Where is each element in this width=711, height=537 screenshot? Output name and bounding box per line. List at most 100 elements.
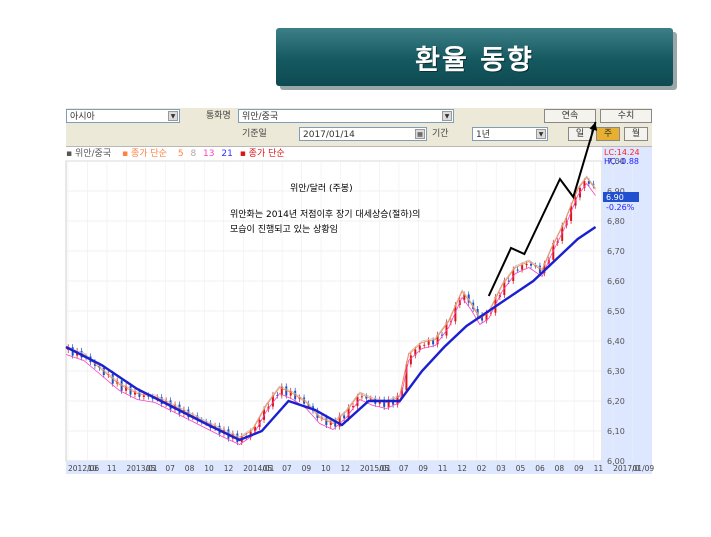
candle-body (360, 396, 363, 398)
candle-body (369, 398, 372, 400)
period-select[interactable]: 1년 ▼ (472, 127, 548, 141)
candle-body (263, 409, 266, 420)
candle-body (525, 263, 528, 266)
candle-body (485, 312, 488, 321)
x-tick-label: 08 (185, 464, 195, 473)
candle-body (352, 406, 355, 408)
region-value: 아시아 (70, 112, 95, 122)
x-tick-label: 07 (399, 464, 409, 473)
candle-body (507, 280, 510, 282)
x-tick-label: 07 (165, 464, 175, 473)
candle-body (338, 415, 341, 427)
currency-label: 통화명 (206, 111, 231, 121)
x-tick-label: 11 (438, 464, 448, 473)
last-change: -0.26% (606, 203, 635, 212)
candle-body (289, 390, 292, 396)
y-tick-label: 6,70 (607, 247, 625, 256)
chart-legend: ▪ 위안/중국 ▪ 종가 단순 5 8 13 21 ▪ 종가 단순 (66, 147, 602, 161)
chevron-down-icon[interactable]: ▼ (536, 129, 546, 139)
slide-title: 환율 동향 (415, 44, 534, 76)
x-tick-label: 05 (516, 464, 526, 473)
day-button[interactable]: 일 (568, 127, 592, 141)
hc-label: HC:-0.88 (604, 157, 639, 166)
trend-arrow-head (589, 122, 597, 131)
candle-body (418, 345, 421, 350)
date-value: 2017/01/14 (303, 130, 355, 140)
legend-series: ▪ 위안/중국 (66, 149, 112, 159)
y-tick-label: 6,00 (607, 457, 625, 466)
calendar-icon[interactable]: ▦ (415, 129, 425, 139)
candle-body (347, 407, 350, 419)
x-tick-label: 09 (302, 464, 312, 473)
x-tick-label: 08 (555, 464, 565, 473)
candle-body (285, 386, 288, 396)
legend-volume: ▪ 종가 단순 (239, 149, 285, 159)
x-tick-label: 06 (535, 464, 545, 473)
candle-body (365, 396, 368, 399)
ma21-trend-line (65, 226, 597, 442)
candle-body (587, 181, 590, 184)
y-tick-label: 6,30 (607, 367, 625, 376)
candle-body (276, 394, 279, 396)
x-tick-label: 2017/0 (613, 464, 640, 473)
trend-arrow-line (487, 121, 597, 297)
x-tick-label: 10 (204, 464, 214, 473)
candle-body (521, 265, 524, 270)
currency-value: 위안/중국 (242, 112, 279, 122)
candle-body (405, 364, 408, 391)
candle-body (383, 399, 386, 407)
candle-body (543, 263, 546, 274)
candle-body (463, 294, 466, 301)
candle-body (334, 420, 337, 427)
candle-body (530, 263, 533, 266)
x-tick-label: 10 (321, 464, 331, 473)
x-tick-label: 01/09 (633, 464, 655, 473)
lc-label: LC:14.24 (604, 148, 640, 157)
chevron-down-icon[interactable]: ▼ (168, 111, 178, 121)
candle-body (583, 181, 586, 189)
annotation-line-1: 위안화는 2014년 저점이후 장기 대세상승(절하)의 (230, 208, 420, 220)
x-tick-label: 2014/01 (243, 464, 274, 473)
y-tick-label: 6,90 (607, 187, 625, 196)
candle-body (436, 334, 439, 345)
x-tick-label: 12 (457, 464, 467, 473)
currency-select[interactable]: 위안/중국 ▼ (238, 109, 454, 123)
candle-body (343, 415, 346, 419)
x-tick-label: 05 (263, 464, 273, 473)
y-tick-label: 6,20 (607, 397, 625, 406)
x-tick-label: 09 (574, 464, 584, 473)
month-button[interactable]: 월 (624, 127, 648, 141)
y-tick-label: 6,40 (607, 337, 625, 346)
candle-body (570, 205, 573, 222)
candle-body (325, 417, 328, 425)
chevron-down-icon[interactable]: ▼ (442, 111, 452, 121)
x-tick-label: 03 (496, 464, 506, 473)
chart-title: 위안/달러 (주봉) (290, 182, 353, 194)
y-tick-label: 6,50 (607, 307, 625, 316)
x-tick-label: 07 (282, 464, 292, 473)
legend-ma5: 5 (177, 149, 184, 159)
candle-body (481, 315, 484, 321)
continuous-button[interactable]: 연속 (544, 109, 596, 123)
week-button[interactable]: 주 (596, 127, 620, 141)
last-price-box (603, 192, 639, 202)
slide-title-banner: 환율 동향 (276, 28, 673, 86)
candle-body (142, 395, 145, 397)
candle-body (271, 394, 274, 407)
x-tick-label: 12 (341, 464, 351, 473)
y-tick-label: 6,10 (607, 427, 625, 436)
x-tick-label: 10 (87, 464, 97, 473)
region-select[interactable]: 아시아 ▼ (66, 109, 180, 123)
candle-body (125, 385, 128, 391)
period-label: 기간 (432, 129, 449, 139)
candle-body (516, 269, 519, 271)
x-tick-label: 05 (379, 464, 389, 473)
y-tick-label: 7,00 (607, 157, 625, 166)
x-tick-label: 2013/01 (126, 464, 157, 473)
value-button[interactable]: 수치 (600, 109, 652, 123)
date-field[interactable]: 2017/01/14 ▦ (299, 127, 427, 141)
candle-body (423, 344, 426, 346)
candle-body (445, 322, 448, 336)
candle-body (441, 334, 444, 336)
candle-body (387, 399, 390, 407)
